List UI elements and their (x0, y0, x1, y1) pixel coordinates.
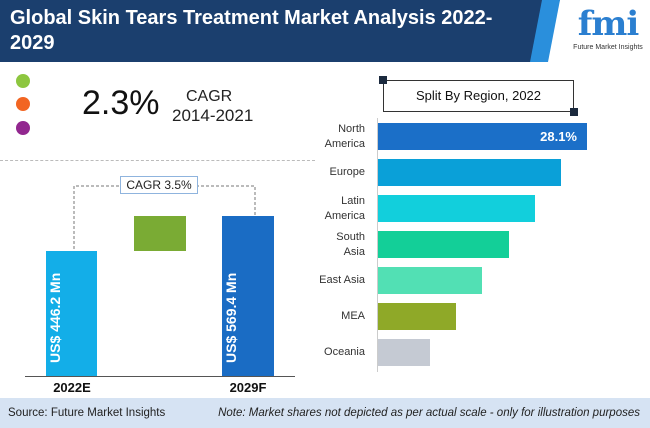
growth-block (134, 216, 186, 251)
bar-2022E: US$ 446.2 Mn (46, 250, 97, 376)
page-title: Global Skin Tears Treatment Market Analy… (10, 7, 493, 54)
region-label: MEA (341, 310, 365, 322)
region-bar-label: 28.1% (540, 129, 577, 144)
cagr-label: CAGR (186, 88, 233, 105)
region-label: North America (324, 122, 365, 150)
region-bar (378, 195, 535, 222)
orange-dot (16, 97, 30, 111)
green-dot (16, 74, 30, 88)
bar-2029F: US$ 569.4 Mn (222, 216, 274, 376)
region-chart-title: Split By Region, 2022 (383, 80, 574, 112)
note-text: Note: Market shares not depicted as per … (218, 407, 640, 419)
logo-mark: fmi (577, 4, 640, 44)
cagr-forecast-text: CAGR 3.5% (126, 178, 192, 192)
logo-text: Future Market Insights (573, 44, 643, 51)
region-label: Europe (329, 166, 365, 178)
bar-label-2029F: US$ 569.4 Mn (223, 272, 239, 364)
cagr-forecast-box: CAGR 3.5% (120, 176, 198, 194)
region-bar (378, 267, 483, 294)
cagr-period: 2014-2021 (172, 106, 254, 125)
x-label-2022E: 2022E (53, 380, 91, 395)
region-bar: 28.1% (378, 123, 587, 150)
x-label-2029F: 2029F (229, 380, 267, 395)
source-text: Source: Future Market Insights (8, 407, 166, 419)
region-bar (378, 339, 431, 366)
corner-square (570, 108, 578, 116)
region-axis (377, 118, 378, 372)
header-banner (0, 0, 560, 62)
region-bar (378, 231, 509, 258)
region-label: Oceania (324, 346, 365, 358)
purple-dot (16, 121, 30, 135)
bar-label-2022E: US$ 446.2 Mn (47, 272, 63, 364)
corner-square (379, 76, 387, 84)
cagr-value: 2.3% (82, 84, 160, 122)
region-label: South Asia (336, 230, 365, 258)
divider (0, 160, 315, 161)
region-bar (378, 159, 561, 186)
fmi-logo: fmi Future Market Insights (570, 4, 646, 60)
region-label: East Asia (319, 274, 365, 286)
region-bar (378, 303, 457, 330)
baseline (25, 376, 295, 377)
footer: Source: Future Market Insights Note: Mar… (0, 398, 650, 428)
region-label: Latin America (324, 194, 365, 222)
